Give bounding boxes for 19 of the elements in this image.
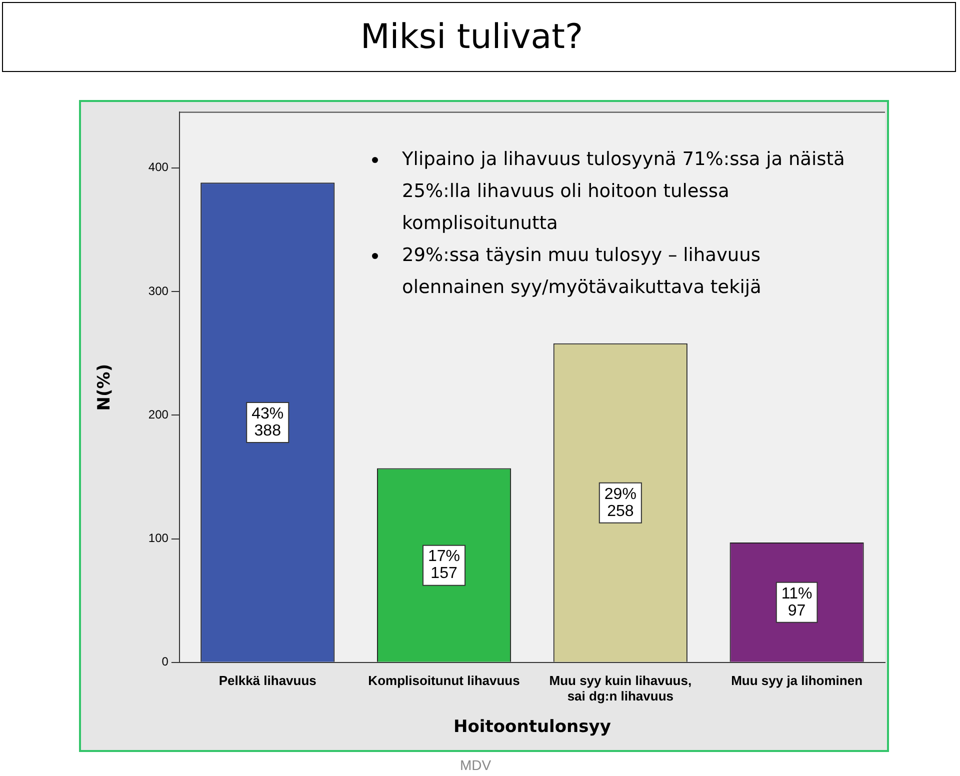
data-label: 17% 157	[428, 548, 460, 582]
data-label: 29% 258	[604, 486, 636, 520]
y-tick-label: 0	[162, 654, 169, 669]
y-tick-label: 200	[148, 407, 169, 422]
x-tick-label: Muu syy ja lihominen	[731, 672, 863, 688]
x-axis-title: Hoitoontulonsyy	[453, 717, 611, 738]
text: MDV	[460, 757, 492, 773]
data-label: 43% 388	[252, 405, 284, 440]
x-tick-label: Pelkkä lihavuus	[218, 672, 316, 688]
data-label: 11% 97	[781, 585, 812, 620]
annotation: 29%:ssa täysin muu tulosyy – lihavuus olennainen syy/myötävaikuttava tekijä	[401, 244, 762, 300]
y-tick-label: 300	[148, 284, 169, 298]
y-tick-label: 100	[148, 531, 169, 546]
chart-title: Miksi tulivat?	[2, 2, 956, 72]
x-tick-label: Muu syy kuin lihavuus, sai dg:n lihavuus	[549, 672, 692, 704]
x-tick-label: Komplisoitunut lihavuus	[368, 672, 520, 688]
annotation: Ylipaino ja lihavuus tulosyynä 71%:ssa ja näistä 25%:lla lihavuus oli hoitoon tulessa komplisoitunutta	[401, 148, 846, 236]
y-tick-label: 400	[148, 160, 169, 174]
y-axis-title: N(%)	[94, 364, 115, 411]
